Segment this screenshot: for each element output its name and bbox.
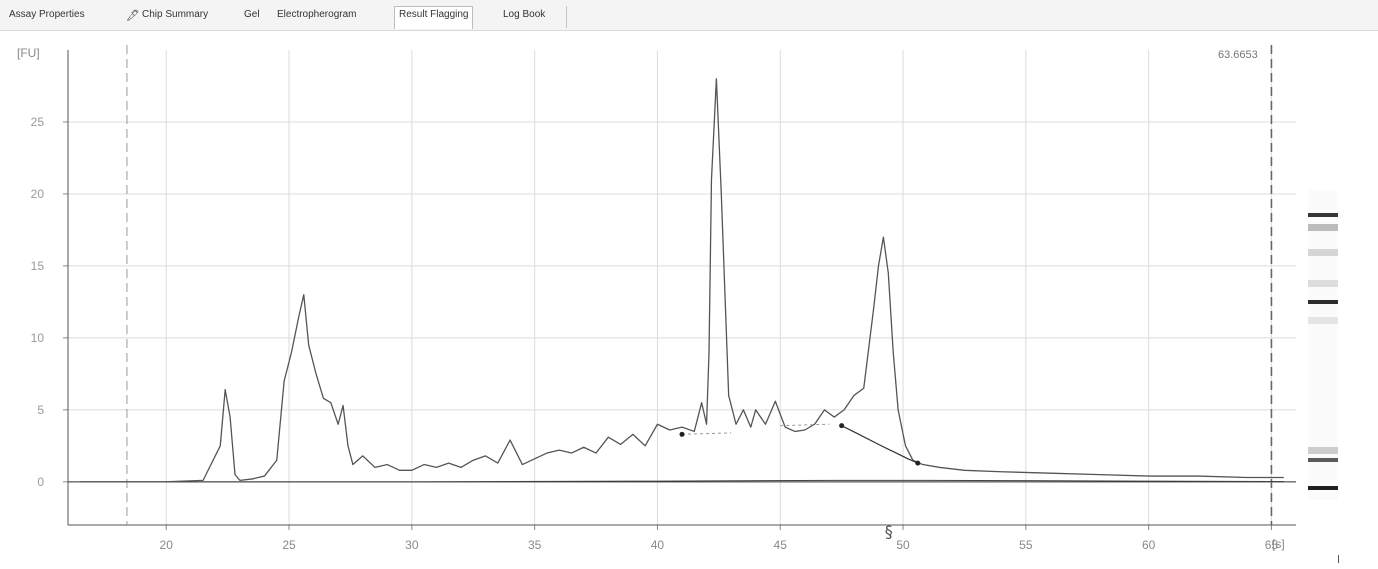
integration-point bbox=[915, 460, 921, 466]
tab-assay-properties[interactable]: Assay Properties bbox=[9, 9, 85, 20]
tab-electropherogram[interactable]: Electropherogram bbox=[277, 9, 357, 20]
x-axis-label: [s] bbox=[1272, 537, 1285, 551]
y-tick-label: 25 bbox=[31, 115, 45, 129]
integration-dash bbox=[780, 423, 830, 427]
gel-band bbox=[1308, 279, 1338, 287]
gel-band bbox=[1308, 485, 1338, 490]
gel-band bbox=[1308, 248, 1338, 256]
x-tick-label: 30 bbox=[405, 538, 419, 552]
cursor-lines[interactable] bbox=[126, 45, 1273, 525]
x-tick-label: 60 bbox=[1142, 538, 1156, 552]
gel-band bbox=[1308, 223, 1338, 231]
gel-lane bbox=[1308, 190, 1338, 500]
gel-band bbox=[1308, 457, 1338, 462]
x-tick-label: 50 bbox=[896, 538, 910, 552]
chip-icon: 🖋 bbox=[126, 10, 140, 22]
lane-tick bbox=[1338, 555, 1339, 563]
x-tick-label: 20 bbox=[160, 538, 174, 552]
x-tick-label: 35 bbox=[528, 538, 542, 552]
gel-band bbox=[1308, 212, 1338, 217]
tab-chip-summary[interactable]: Chip Summary bbox=[142, 9, 209, 20]
x-tick-label: 25 bbox=[282, 538, 296, 552]
gel-band bbox=[1308, 446, 1338, 454]
x-tick-label: 40 bbox=[651, 538, 665, 552]
tab-separator bbox=[566, 6, 567, 28]
trace-line bbox=[80, 78, 1284, 483]
electropherogram-chart: 20 25 30 35 40 45 50 55 60 65 0 5 10 15 20 25 [FU] [s] … bbox=[17, 45, 1296, 552]
tab-log-book[interactable]: Log Book bbox=[503, 9, 546, 20]
integration-point bbox=[839, 423, 845, 429]
tab-gel[interactable]: Gel bbox=[244, 9, 260, 20]
y-tick-label: 15 bbox=[31, 259, 45, 273]
x-tick-label: 55 bbox=[1019, 538, 1033, 552]
y-tick-label: 20 bbox=[31, 187, 45, 201]
peak-marker-icon: § bbox=[885, 522, 893, 541]
x-tick-label: 65 bbox=[1265, 538, 1279, 552]
tab-bar: Assay Properties 🖋 Chip Summary Gel Elec… bbox=[0, 0, 1378, 31]
marker-readout: 63.6653 bbox=[1218, 49, 1258, 61]
gel-band bbox=[1308, 316, 1338, 324]
x-tick-label: 45 bbox=[774, 538, 788, 552]
gel-band bbox=[1308, 299, 1338, 304]
tab-result-flagging[interactable]: Result Flagging bbox=[394, 6, 474, 29]
integration-dash bbox=[681, 432, 732, 435]
baseline-fit-line bbox=[166, 479, 1284, 483]
y-axis-label: [FU] bbox=[17, 46, 40, 60]
baseline-fit bbox=[166, 479, 1284, 483]
integration-line bbox=[841, 425, 919, 464]
plot-background bbox=[68, 50, 1296, 525]
peak-integration bbox=[679, 423, 921, 466]
y-tick-label: 0 bbox=[37, 475, 44, 489]
y-tick-label: 5 bbox=[37, 403, 44, 417]
y-tick-label: 10 bbox=[31, 331, 45, 345]
integration-point bbox=[679, 431, 685, 437]
axis-labels: [FU] [s] 63.6653 § bbox=[17, 46, 1285, 551]
signal-trace bbox=[80, 78, 1284, 483]
